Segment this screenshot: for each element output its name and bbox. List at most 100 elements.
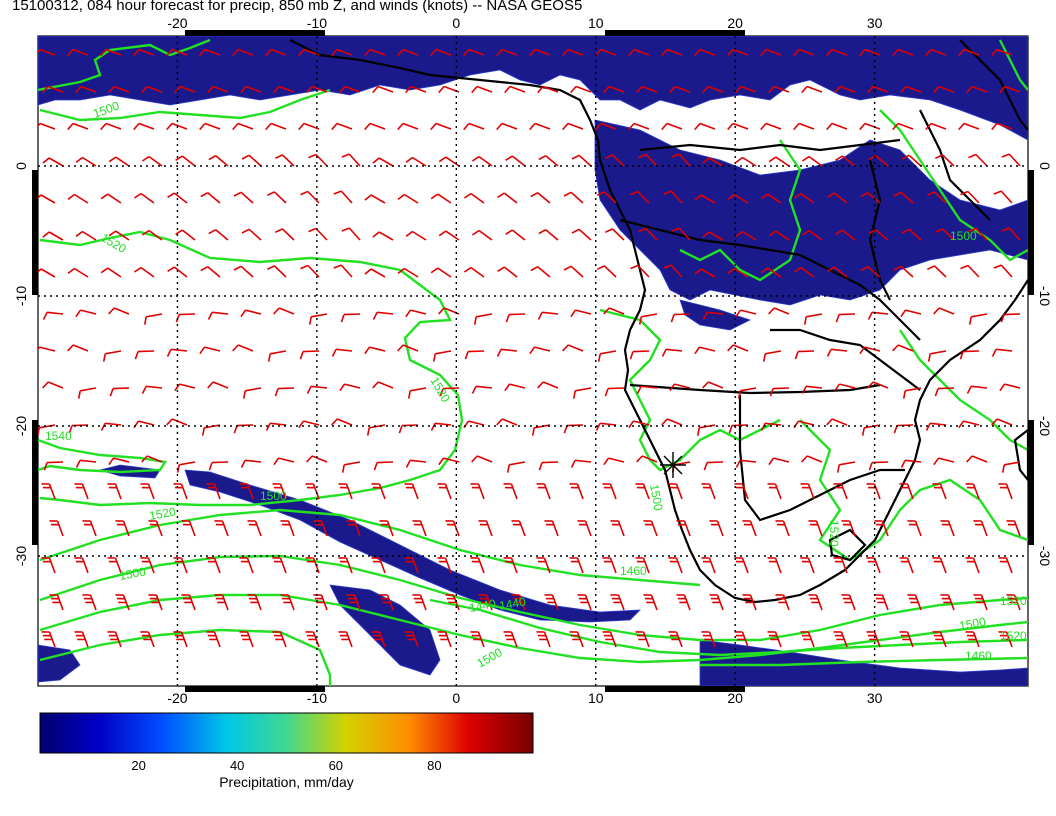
wind-barb <box>364 346 386 355</box>
wind-barb <box>800 483 815 500</box>
wind-barb <box>902 387 922 399</box>
wind-barb <box>793 122 815 131</box>
wind-barb <box>793 192 815 204</box>
wind-barb <box>604 387 625 397</box>
wind-barb <box>239 557 254 574</box>
wind-barb <box>133 192 155 204</box>
wind-barb <box>273 85 295 94</box>
wind-barb <box>762 350 782 362</box>
wind-barb <box>74 631 89 648</box>
contour-label: 1520 <box>1000 594 1027 608</box>
wind-barb <box>537 381 559 389</box>
lon-tick-label-bottom: 10 <box>588 690 604 706</box>
wind-barb <box>247 520 262 537</box>
wind-barb <box>701 483 716 500</box>
wind-barb <box>167 266 188 278</box>
wind-barb <box>808 520 823 537</box>
wind-barb <box>973 520 988 537</box>
lon-tick-label-top: 20 <box>727 15 743 31</box>
wind-barb <box>801 85 823 94</box>
border-3 <box>738 395 905 522</box>
wind-barb <box>801 455 823 463</box>
wind-barb <box>430 48 452 57</box>
axis-frame-bars <box>32 30 1034 692</box>
wind-barb <box>265 122 287 131</box>
wind-barb <box>999 85 1021 94</box>
contour-label: 1520 <box>827 520 841 547</box>
wind-barb <box>965 631 980 648</box>
wind-barb <box>148 520 163 537</box>
wind-barb <box>562 344 584 352</box>
wind-barb <box>463 122 485 131</box>
wind-barb <box>636 85 658 94</box>
wind-barb <box>636 385 658 394</box>
wind-barb <box>166 48 188 57</box>
wind-barb <box>471 229 493 241</box>
wind-barb <box>173 483 188 500</box>
wind-barb <box>702 311 724 320</box>
wind-barb <box>511 520 526 537</box>
lat-tick-label-left: -10 <box>13 286 29 306</box>
border-9 <box>919 109 991 221</box>
graticule <box>38 36 1028 686</box>
wind-barb <box>471 155 493 167</box>
wind-barb <box>167 192 188 204</box>
wind-barb <box>67 48 89 57</box>
contour-label: 1500 <box>118 564 147 582</box>
wind-barb <box>893 424 914 434</box>
wind-barb <box>696 424 716 436</box>
wind-barb <box>199 122 221 131</box>
wind-barb <box>836 461 856 473</box>
wind-barb <box>767 557 782 574</box>
wind-barb <box>595 48 617 57</box>
border-7 <box>828 528 867 562</box>
wind-barb <box>998 483 1013 500</box>
wind-barb <box>82 520 97 537</box>
wind-barb <box>346 520 361 537</box>
wind-barb <box>470 483 485 500</box>
coast-east-horn <box>959 39 1028 131</box>
wind-barb <box>266 191 287 204</box>
wind-barb <box>900 459 922 468</box>
wind-barb <box>75 309 97 318</box>
wind-barb <box>603 307 625 315</box>
wind-barb <box>280 594 295 611</box>
wind-barb <box>200 266 221 278</box>
wind-barb <box>463 48 485 57</box>
wind-barb <box>893 191 914 204</box>
wind-barb <box>308 313 328 325</box>
wind-barb <box>530 266 551 278</box>
lon-tick-label-bottom: 30 <box>867 690 883 706</box>
wind-barb <box>661 418 683 426</box>
wind-barb <box>496 122 518 131</box>
wind-barb <box>940 520 955 537</box>
wind-barb <box>529 122 551 131</box>
wind-barb <box>663 190 683 204</box>
wind-barb <box>602 483 617 500</box>
wind-barb <box>463 266 485 278</box>
wind-barb <box>341 227 361 241</box>
wind-barb <box>364 48 386 57</box>
wind-barb <box>926 191 947 204</box>
wind-barb <box>232 122 254 131</box>
wind-barb <box>661 122 683 131</box>
wind-barb <box>42 85 64 94</box>
wind-barb <box>638 313 658 325</box>
wind-barb <box>506 461 526 473</box>
wind-barb <box>206 631 221 648</box>
precip-north-band <box>38 36 1028 141</box>
wind-barb <box>835 155 856 167</box>
wind-barb <box>239 483 254 500</box>
wind-barb <box>464 350 485 360</box>
lat-tick-label-left: -20 <box>13 416 29 436</box>
wind-barb <box>737 387 757 399</box>
wind-barb <box>993 264 1013 278</box>
wind-barb <box>907 594 922 611</box>
wind-barb <box>1001 153 1021 167</box>
wind-barb <box>397 267 419 278</box>
wind-barb <box>536 557 551 574</box>
wind-barb <box>643 520 658 537</box>
wind-barb <box>75 230 97 241</box>
wind-barb <box>207 85 229 94</box>
wind-barb <box>899 631 914 648</box>
